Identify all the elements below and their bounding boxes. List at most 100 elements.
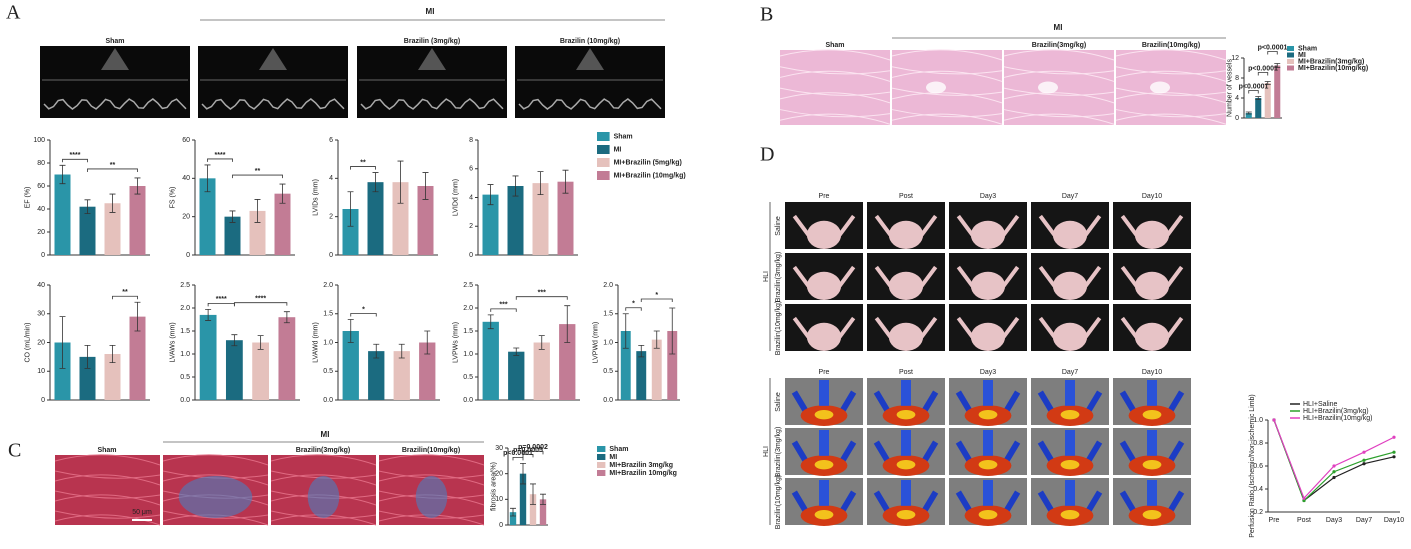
legend-swatch (597, 462, 606, 468)
point (1272, 418, 1276, 422)
bar (252, 342, 270, 400)
bar (533, 342, 550, 400)
error-bar (622, 313, 629, 349)
y-tick-label: 2 (329, 214, 333, 221)
mouse-body (970, 271, 1006, 300)
y-tick-label: 0.0 (463, 397, 473, 404)
bar (54, 342, 71, 400)
y-tick-label: 2.0 (180, 305, 190, 312)
y-tick-label: 0.0 (603, 397, 613, 404)
bar (667, 331, 678, 400)
significance-bracket (1257, 72, 1269, 76)
doppler-tail (901, 430, 911, 456)
point (1362, 450, 1366, 454)
legend-swatch (1287, 46, 1294, 51)
mouse-limbs (1038, 316, 1102, 339)
error-bar (204, 164, 211, 193)
histology-image (55, 455, 160, 525)
tissue-fiber (1115, 87, 1227, 96)
mouse-body (1052, 322, 1088, 351)
y-axis-label: CO (mL/min) (24, 322, 31, 362)
mouse-limbs (874, 265, 938, 288)
y-axis-label: LVAWs (mm) (169, 322, 176, 362)
mouse-body (888, 322, 924, 351)
bar (532, 183, 549, 255)
bar (620, 331, 631, 400)
significance-bracket (1248, 90, 1259, 94)
tissue-fiber (162, 474, 269, 486)
mouse-body (806, 271, 842, 300)
error-bar (134, 301, 141, 332)
y-tick-label: 20 (37, 229, 45, 236)
histology-image (1004, 50, 1114, 125)
scale-bar-label: 50 μm (132, 509, 152, 516)
bar (559, 324, 576, 400)
tissue-fiber (54, 514, 161, 526)
doppler-hot (978, 409, 998, 420)
bar (104, 354, 121, 400)
y-tick-label: 1.5 (463, 328, 473, 335)
bar (104, 203, 121, 255)
mouse-limbs (792, 265, 856, 288)
bar (1255, 98, 1262, 118)
bar (278, 317, 296, 400)
y-tick-label: 0 (41, 397, 45, 404)
column-label: Day3 (980, 193, 996, 200)
tissue-fiber (891, 70, 1003, 82)
echo-trace (43, 98, 187, 110)
tissue-fiber (779, 113, 891, 125)
tissue-fiber (1115, 49, 1227, 61)
image-label: Sham (825, 42, 844, 49)
significance-label: * (362, 306, 365, 313)
bar (129, 316, 146, 400)
vessel (1038, 81, 1058, 94)
significance-label: *** (538, 290, 546, 297)
doppler-hot (1142, 409, 1162, 420)
tissue-fiber (1115, 92, 1227, 104)
row-label: Brazilin(10mg/kg) (775, 301, 782, 355)
doppler-hot (814, 409, 834, 420)
echo-trace (518, 98, 662, 110)
y-tick-label: 2.0 (603, 282, 613, 289)
significance-label: ** (110, 162, 116, 169)
bar (199, 314, 217, 400)
bar (1264, 83, 1271, 118)
error-bar (1274, 63, 1281, 68)
group-header: MI (321, 430, 330, 439)
mouse-body (1052, 271, 1088, 300)
tissue-fiber (54, 474, 161, 486)
legend-label: Sham (1298, 45, 1317, 52)
error-bar (59, 316, 66, 369)
x-tick-label: Day7 (1356, 517, 1372, 524)
echo-trace (360, 98, 504, 110)
legend-label: MI+Brazilin (10mg/kg) (614, 172, 686, 179)
significance-label: **** (215, 152, 226, 159)
significance-bracket (490, 308, 517, 312)
legend-swatch (1287, 52, 1294, 58)
significance-label: **** (216, 296, 227, 303)
y-tick-label: 12 (1231, 55, 1239, 62)
point (1362, 458, 1366, 462)
y-tick-label: 80 (37, 160, 45, 167)
mouse-body (888, 220, 924, 249)
legend-label: MI+Brazilin (5mg/kg) (614, 159, 682, 166)
error-bar (347, 319, 354, 343)
y-tick-label: 1.5 (323, 311, 333, 318)
mouse-limbs (1120, 316, 1184, 339)
tissue-fiber (1115, 70, 1227, 82)
error-bar (638, 344, 645, 358)
error-bar (1264, 81, 1271, 85)
legend-swatch (597, 171, 610, 180)
tissue-fiber (779, 70, 891, 82)
echo-trace (201, 98, 345, 110)
bar (539, 499, 547, 525)
error-bar (397, 160, 404, 204)
y-tick-label: 0 (41, 252, 45, 259)
significance-label: p<0.0001 (503, 450, 533, 457)
series-line (1273, 419, 1395, 502)
mouse-limbs (956, 214, 1020, 237)
x-tick-label: Day3 (1326, 517, 1342, 524)
tissue-fiber (779, 49, 891, 61)
histology-image (1116, 50, 1226, 125)
tissue-fiber (779, 87, 891, 96)
